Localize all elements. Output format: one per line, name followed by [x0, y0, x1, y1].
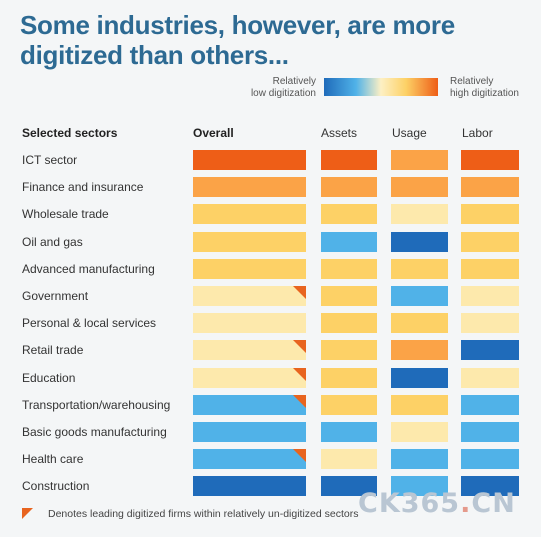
row-header: Selected sectors — [22, 126, 118, 140]
heatmap-cell-overall — [193, 449, 306, 470]
heatmap-cell-labor — [461, 394, 519, 415]
row-label: Wholesale trade — [22, 207, 109, 222]
watermark: CK365.CN — [358, 488, 516, 519]
row-label: Advanced manufacturing — [22, 261, 155, 276]
heatmap-cell-labor — [461, 476, 519, 497]
legend-low-label: Relatively low digitization — [226, 76, 316, 100]
row-label: Government — [22, 289, 89, 303]
heatmap-cell-labor — [461, 258, 519, 279]
legend-high-line-1: Relatively — [450, 76, 494, 87]
watermark-suffix: CN — [471, 488, 516, 519]
row-label: Transportation/warehousing — [22, 397, 171, 412]
legend-high-label: Relatively high digitization — [450, 76, 540, 100]
row-label: ICT sector — [22, 153, 78, 167]
heatmap-cell-usage — [391, 150, 448, 170]
heatmap-cell-labor — [461, 313, 519, 334]
watermark-dot: . — [460, 488, 472, 519]
heatmap-cell-labor — [461, 177, 519, 198]
chart-title: Some industries, however, are more digit… — [20, 10, 455, 70]
legend-low-line-2: low digitization — [250, 88, 316, 99]
heatmap-cell-usage — [391, 422, 448, 442]
row-label: Construction — [22, 479, 90, 494]
heatmap-cell-usage — [391, 258, 448, 279]
heatmap-cell-assets — [321, 258, 377, 279]
legend-gradient-bar — [324, 78, 438, 96]
heatmap-cell-assets — [321, 177, 377, 198]
heatmap-cell-assets — [321, 422, 377, 442]
column-header-overall: Overall — [193, 126, 234, 140]
row-label: Health care — [22, 452, 84, 467]
heatmap-cell-labor — [461, 204, 519, 225]
heatmap-cell-usage — [391, 394, 448, 415]
heatmap-cell-usage — [391, 476, 448, 497]
heatmap-cell-usage — [391, 177, 448, 198]
heatmap-cell-assets — [321, 367, 377, 388]
heatmap-cell-labor — [461, 231, 519, 252]
heatmap-cell-assets — [321, 340, 377, 361]
legend-low-line-1: Relatively — [272, 76, 316, 87]
heatmap-cell-assets — [321, 150, 377, 170]
heatmap-cell-assets — [321, 313, 377, 334]
column-header-assets: Assets — [321, 126, 358, 140]
heatmap-cell-assets — [321, 394, 377, 415]
heatmap-cell-labor — [461, 150, 519, 170]
heatmap-cell-usage — [391, 449, 448, 470]
heatmap-cell-assets — [321, 476, 377, 497]
heatmap-cell-overall — [193, 204, 306, 225]
heatmap-cell-usage — [391, 367, 448, 388]
heatmap-cell-labor — [461, 422, 519, 442]
row-label: Oil and gas — [22, 234, 83, 249]
column-header-labor: Labor — [462, 126, 493, 140]
legend-high-line-2: high digitization — [450, 88, 519, 99]
heatmap-cell-labor — [461, 367, 519, 388]
row-label: Retail trade — [22, 343, 84, 358]
heatmap-cell-overall — [193, 394, 306, 415]
heatmap-cell-assets — [321, 286, 377, 306]
heatmap-cell-labor — [461, 340, 519, 361]
row-label: Basic goods manufacturing — [22, 425, 167, 439]
heatmap-cell-overall — [193, 367, 306, 388]
heatmap-cell-overall — [193, 150, 306, 170]
heatmap-cell-overall — [193, 177, 306, 198]
heatmap-cell-overall — [193, 476, 306, 497]
watermark-main: CK365 — [358, 488, 461, 519]
footnote: Denotes leading digitized firms within r… — [48, 508, 359, 520]
heatmap-cell-assets — [321, 231, 377, 252]
row-label: Education — [22, 370, 76, 385]
heatmap-cell-usage — [391, 204, 448, 225]
heatmap-cell-overall — [193, 231, 306, 252]
row-label: Finance and insurance — [22, 180, 144, 195]
heatmap-cell-overall — [193, 313, 306, 334]
heatmap-cell-usage — [391, 340, 448, 361]
heatmap-cell-usage — [391, 231, 448, 252]
heatmap-cell-assets — [321, 449, 377, 470]
heatmap-cell-usage — [391, 286, 448, 306]
heatmap-cell-overall — [193, 286, 306, 306]
heatmap-cell-assets — [321, 204, 377, 225]
column-header-usage: Usage — [392, 126, 427, 140]
row-label: Personal & local services — [22, 316, 157, 331]
heatmap-cell-labor — [461, 449, 519, 470]
flag-marker-icon — [22, 508, 33, 519]
heatmap-cell-overall — [193, 258, 306, 279]
heatmap-cell-usage — [391, 313, 448, 334]
heatmap-cell-overall — [193, 340, 306, 361]
heatmap-cell-labor — [461, 286, 519, 306]
heatmap-cell-overall — [193, 422, 306, 442]
